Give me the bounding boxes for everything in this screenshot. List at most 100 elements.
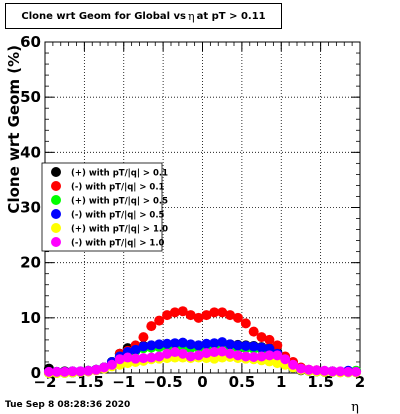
legend-marker bbox=[51, 195, 61, 205]
data-point bbox=[106, 359, 117, 370]
data-point bbox=[280, 354, 291, 365]
data-point bbox=[59, 366, 70, 377]
data-point bbox=[193, 340, 204, 351]
chart-title: Clone wrt Geom for Global vs η at pT > 0… bbox=[5, 3, 282, 29]
data-point bbox=[343, 366, 354, 377]
legend-label: (-) with pT/|q| > 0.1 bbox=[71, 183, 165, 193]
data-point bbox=[130, 344, 141, 355]
data-point bbox=[99, 362, 110, 373]
data-point bbox=[130, 353, 141, 364]
data-point bbox=[240, 351, 251, 362]
data-point bbox=[256, 342, 267, 353]
data-point bbox=[327, 366, 338, 377]
data-point bbox=[264, 350, 275, 361]
y-tick-label: 30 bbox=[20, 199, 41, 217]
data-point bbox=[169, 347, 180, 358]
chart-title-suffix: at pT > 0.11 bbox=[196, 10, 266, 22]
data-point bbox=[75, 366, 86, 377]
data-point bbox=[169, 307, 180, 318]
x-axis-label: η bbox=[351, 400, 359, 414]
data-point bbox=[272, 358, 283, 369]
y-tick-label: 20 bbox=[20, 254, 41, 272]
data-point bbox=[217, 346, 228, 357]
legend-label: (-) with pT/|q| > 1.0 bbox=[71, 239, 165, 249]
legend-marker bbox=[51, 237, 61, 247]
data-point bbox=[146, 352, 157, 363]
data-point bbox=[272, 350, 283, 361]
legend-label: (+) with pT/|q| > 0.1 bbox=[71, 169, 168, 179]
data-point bbox=[248, 352, 259, 363]
data-point bbox=[201, 310, 212, 321]
data-point bbox=[209, 307, 220, 318]
data-point bbox=[114, 354, 125, 365]
x-tick-label: 2 bbox=[355, 373, 365, 391]
y-tick-label: 60 bbox=[20, 33, 41, 51]
legend-marker bbox=[51, 209, 61, 219]
data-point bbox=[225, 339, 236, 350]
data-point bbox=[272, 340, 283, 351]
data-point bbox=[122, 352, 133, 363]
data-point bbox=[154, 315, 165, 326]
data-point bbox=[162, 338, 173, 349]
data-point bbox=[83, 365, 94, 376]
data-point bbox=[138, 341, 149, 352]
data-point bbox=[351, 366, 362, 377]
data-point bbox=[162, 310, 173, 321]
data-point bbox=[67, 366, 78, 377]
data-point bbox=[288, 359, 299, 370]
data-point bbox=[248, 341, 259, 352]
data-point bbox=[201, 338, 212, 349]
y-tick-label: 0 bbox=[31, 364, 41, 382]
data-point bbox=[146, 340, 157, 351]
data-point bbox=[185, 351, 196, 362]
data-point bbox=[256, 332, 267, 343]
data-point bbox=[162, 348, 173, 359]
data-point bbox=[138, 332, 149, 343]
y-tick-label: 40 bbox=[20, 143, 41, 161]
data-point bbox=[217, 337, 228, 348]
data-point bbox=[225, 348, 236, 359]
x-tick-label: 1 bbox=[276, 373, 286, 391]
data-point bbox=[217, 307, 228, 318]
legend-marker bbox=[51, 181, 61, 191]
data-point bbox=[138, 353, 149, 364]
data-point bbox=[169, 338, 180, 349]
data-point bbox=[232, 312, 243, 323]
data-point bbox=[193, 312, 204, 323]
data-point bbox=[185, 310, 196, 321]
data-point bbox=[193, 350, 204, 361]
data-point bbox=[311, 365, 322, 376]
data-point bbox=[295, 363, 306, 374]
data-point bbox=[146, 321, 157, 332]
data-point bbox=[43, 366, 54, 377]
data-point bbox=[248, 326, 259, 337]
data-point bbox=[185, 339, 196, 350]
x-tick-label: 0.5 bbox=[229, 373, 256, 391]
y-tick-label: 10 bbox=[20, 309, 41, 327]
data-point bbox=[240, 340, 251, 351]
x-tick-label: 1.5 bbox=[307, 373, 334, 391]
timestamp: Tue Sep 8 08:28:36 2020 bbox=[5, 400, 131, 410]
data-point bbox=[177, 348, 188, 359]
data-point bbox=[319, 365, 330, 376]
chart-title-symbol: η bbox=[188, 9, 195, 23]
x-tick-label: −0.5 bbox=[144, 373, 183, 391]
legend-box bbox=[41, 162, 163, 252]
data-point bbox=[154, 339, 165, 350]
chart-title-prefix: Clone wrt Geom for Global vs bbox=[21, 10, 187, 22]
data-point bbox=[209, 347, 220, 358]
x-tick-label: −1 bbox=[112, 373, 135, 391]
data-point bbox=[177, 337, 188, 348]
legend-label: (+) with pT/|q| > 1.0 bbox=[71, 225, 168, 235]
data-point bbox=[177, 306, 188, 317]
data-point bbox=[264, 334, 275, 345]
data-point bbox=[303, 364, 314, 375]
data-point bbox=[232, 350, 243, 361]
data-point bbox=[201, 348, 212, 359]
data-point bbox=[154, 351, 165, 362]
x-tick-label: 0 bbox=[197, 373, 207, 391]
legend-marker bbox=[51, 167, 61, 177]
data-point bbox=[209, 338, 220, 349]
y-axis-label: Clone wrt Geom (%) bbox=[5, 45, 23, 214]
